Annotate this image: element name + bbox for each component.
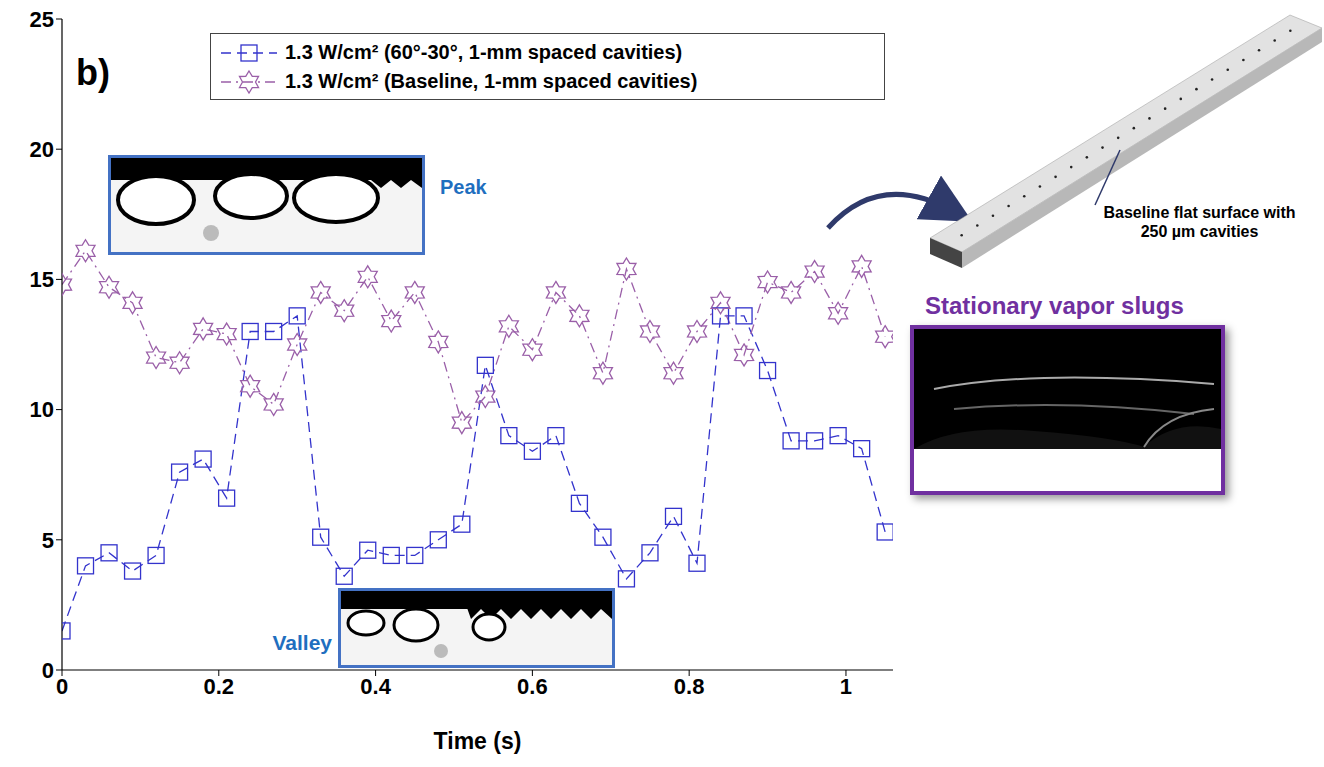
svg-text:0.4: 0.4 [360, 674, 391, 699]
svg-text:Time (s): Time (s) [434, 728, 522, 754]
svg-text:0.8: 0.8 [674, 674, 705, 699]
html-text:Valley: Valley [272, 631, 332, 654]
svg-text:15: 15 [30, 267, 54, 292]
svg-text:0.2: 0.2 [203, 674, 234, 699]
svg-text:0: 0 [42, 658, 54, 683]
svg-text:5: 5 [42, 528, 54, 553]
html-text:1.3 W/cm² (Baseline, 1-mm spac: 1.3 W/cm² (Baseline, 1-mm spaced cavitie… [285, 70, 698, 92]
html-text:1.3 W/cm² (60°-30°, 1-mm space: 1.3 W/cm² (60°-30°, 1-mm spaced cavities… [285, 41, 683, 63]
svg-text:1: 1 [840, 674, 852, 699]
svg-text:10: 10 [30, 397, 54, 422]
html-text:Stationary vapor slugs: Stationary vapor slugs [925, 292, 1184, 319]
html-text:Baseline flat surface with 250: Baseline flat surface with 250 µm caviti… [1103, 204, 1296, 240]
html-text:b): b) [76, 52, 110, 93]
html-text:Peak: Peak [440, 176, 487, 198]
svg-text:20: 20 [30, 137, 54, 162]
svg-text:0: 0 [56, 674, 68, 699]
svg-text:25: 25 [30, 7, 54, 32]
svg-text:0.6: 0.6 [517, 674, 548, 699]
